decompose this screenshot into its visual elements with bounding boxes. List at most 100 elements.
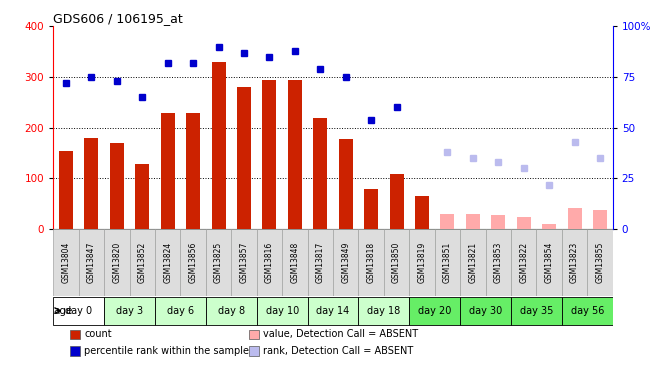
Text: GSM13854: GSM13854 bbox=[545, 242, 553, 283]
Bar bbox=[460, 229, 511, 296]
Text: GSM13821: GSM13821 bbox=[468, 242, 478, 283]
Bar bbox=[249, 346, 259, 356]
Bar bbox=[206, 229, 256, 296]
Text: GSM13820: GSM13820 bbox=[113, 242, 121, 283]
Text: day 30: day 30 bbox=[469, 306, 502, 316]
Text: GSM13804: GSM13804 bbox=[61, 242, 71, 283]
Text: GSM13822: GSM13822 bbox=[519, 242, 528, 283]
Bar bbox=[562, 229, 587, 296]
Bar bbox=[308, 229, 333, 296]
Bar bbox=[110, 143, 124, 229]
Text: day 18: day 18 bbox=[367, 306, 400, 316]
Bar bbox=[358, 229, 384, 296]
Bar bbox=[492, 215, 505, 229]
Bar bbox=[333, 229, 358, 296]
Text: day 20: day 20 bbox=[418, 306, 452, 316]
Text: day 3: day 3 bbox=[116, 306, 143, 316]
Text: GSM13852: GSM13852 bbox=[138, 242, 147, 283]
Bar bbox=[440, 214, 454, 229]
Bar bbox=[384, 229, 410, 296]
Bar bbox=[249, 330, 259, 339]
Bar bbox=[358, 229, 410, 296]
Text: value, Detection Call = ABSENT: value, Detection Call = ABSENT bbox=[263, 330, 418, 339]
Bar bbox=[53, 229, 79, 296]
Bar bbox=[517, 216, 531, 229]
Bar bbox=[587, 229, 613, 296]
Bar bbox=[256, 229, 308, 296]
Bar bbox=[562, 229, 613, 296]
Bar bbox=[435, 229, 460, 296]
Text: day 6: day 6 bbox=[167, 306, 194, 316]
Bar bbox=[308, 229, 358, 296]
Bar bbox=[256, 229, 282, 296]
Bar bbox=[237, 87, 251, 229]
Text: GSM13824: GSM13824 bbox=[163, 242, 172, 283]
Text: GSM13848: GSM13848 bbox=[290, 242, 299, 283]
Bar bbox=[536, 229, 562, 296]
Bar bbox=[212, 62, 226, 229]
Text: percentile rank within the sample: percentile rank within the sample bbox=[84, 346, 249, 356]
Bar bbox=[70, 346, 80, 356]
Bar bbox=[511, 297, 562, 326]
Text: day 10: day 10 bbox=[266, 306, 299, 316]
Text: GSM13849: GSM13849 bbox=[341, 242, 350, 283]
Bar bbox=[282, 229, 308, 296]
Bar bbox=[593, 210, 607, 229]
Bar bbox=[511, 229, 562, 296]
Bar bbox=[53, 229, 104, 296]
Bar bbox=[155, 229, 180, 296]
Bar bbox=[130, 229, 155, 296]
Bar bbox=[70, 330, 80, 339]
Text: GSM13851: GSM13851 bbox=[443, 242, 452, 283]
Bar bbox=[410, 297, 460, 326]
Bar bbox=[308, 297, 358, 326]
Text: count: count bbox=[84, 330, 112, 339]
Bar bbox=[466, 214, 480, 229]
Text: GSM13853: GSM13853 bbox=[494, 242, 503, 283]
Bar bbox=[313, 118, 327, 229]
Bar bbox=[206, 297, 256, 326]
Bar bbox=[390, 174, 404, 229]
Bar bbox=[415, 196, 429, 229]
Text: rank, Detection Call = ABSENT: rank, Detection Call = ABSENT bbox=[263, 346, 414, 356]
Text: GDS606 / 106195_at: GDS606 / 106195_at bbox=[53, 12, 183, 25]
Bar bbox=[339, 139, 353, 229]
Bar bbox=[542, 224, 556, 229]
Text: GSM13825: GSM13825 bbox=[214, 242, 223, 283]
Text: day 8: day 8 bbox=[218, 306, 245, 316]
Text: GSM13816: GSM13816 bbox=[265, 242, 274, 283]
Text: GSM13856: GSM13856 bbox=[188, 242, 198, 283]
Text: GSM13823: GSM13823 bbox=[570, 242, 579, 283]
Text: day 56: day 56 bbox=[571, 306, 604, 316]
Bar bbox=[410, 229, 435, 296]
Text: GSM13818: GSM13818 bbox=[367, 242, 376, 283]
Bar bbox=[104, 229, 130, 296]
Bar bbox=[85, 138, 99, 229]
Bar bbox=[364, 189, 378, 229]
Bar bbox=[567, 208, 581, 229]
Text: age: age bbox=[53, 306, 73, 316]
Bar bbox=[231, 229, 256, 296]
Bar bbox=[486, 229, 511, 296]
Text: day 0: day 0 bbox=[65, 306, 93, 316]
Bar bbox=[53, 297, 104, 326]
Bar bbox=[180, 229, 206, 296]
Text: day 35: day 35 bbox=[519, 306, 553, 316]
Bar bbox=[256, 297, 308, 326]
Bar bbox=[104, 229, 155, 296]
Bar bbox=[288, 80, 302, 229]
Text: GSM13855: GSM13855 bbox=[595, 242, 605, 283]
Text: day 14: day 14 bbox=[316, 306, 350, 316]
Bar bbox=[155, 297, 206, 326]
Text: GSM13850: GSM13850 bbox=[392, 242, 401, 283]
Bar bbox=[104, 297, 155, 326]
Bar bbox=[59, 150, 73, 229]
Text: GSM13819: GSM13819 bbox=[418, 242, 426, 283]
Bar bbox=[262, 80, 276, 229]
Bar bbox=[206, 229, 231, 296]
Bar bbox=[410, 229, 460, 296]
Bar bbox=[460, 229, 486, 296]
Bar bbox=[79, 229, 104, 296]
Bar bbox=[358, 297, 410, 326]
Bar bbox=[460, 297, 511, 326]
